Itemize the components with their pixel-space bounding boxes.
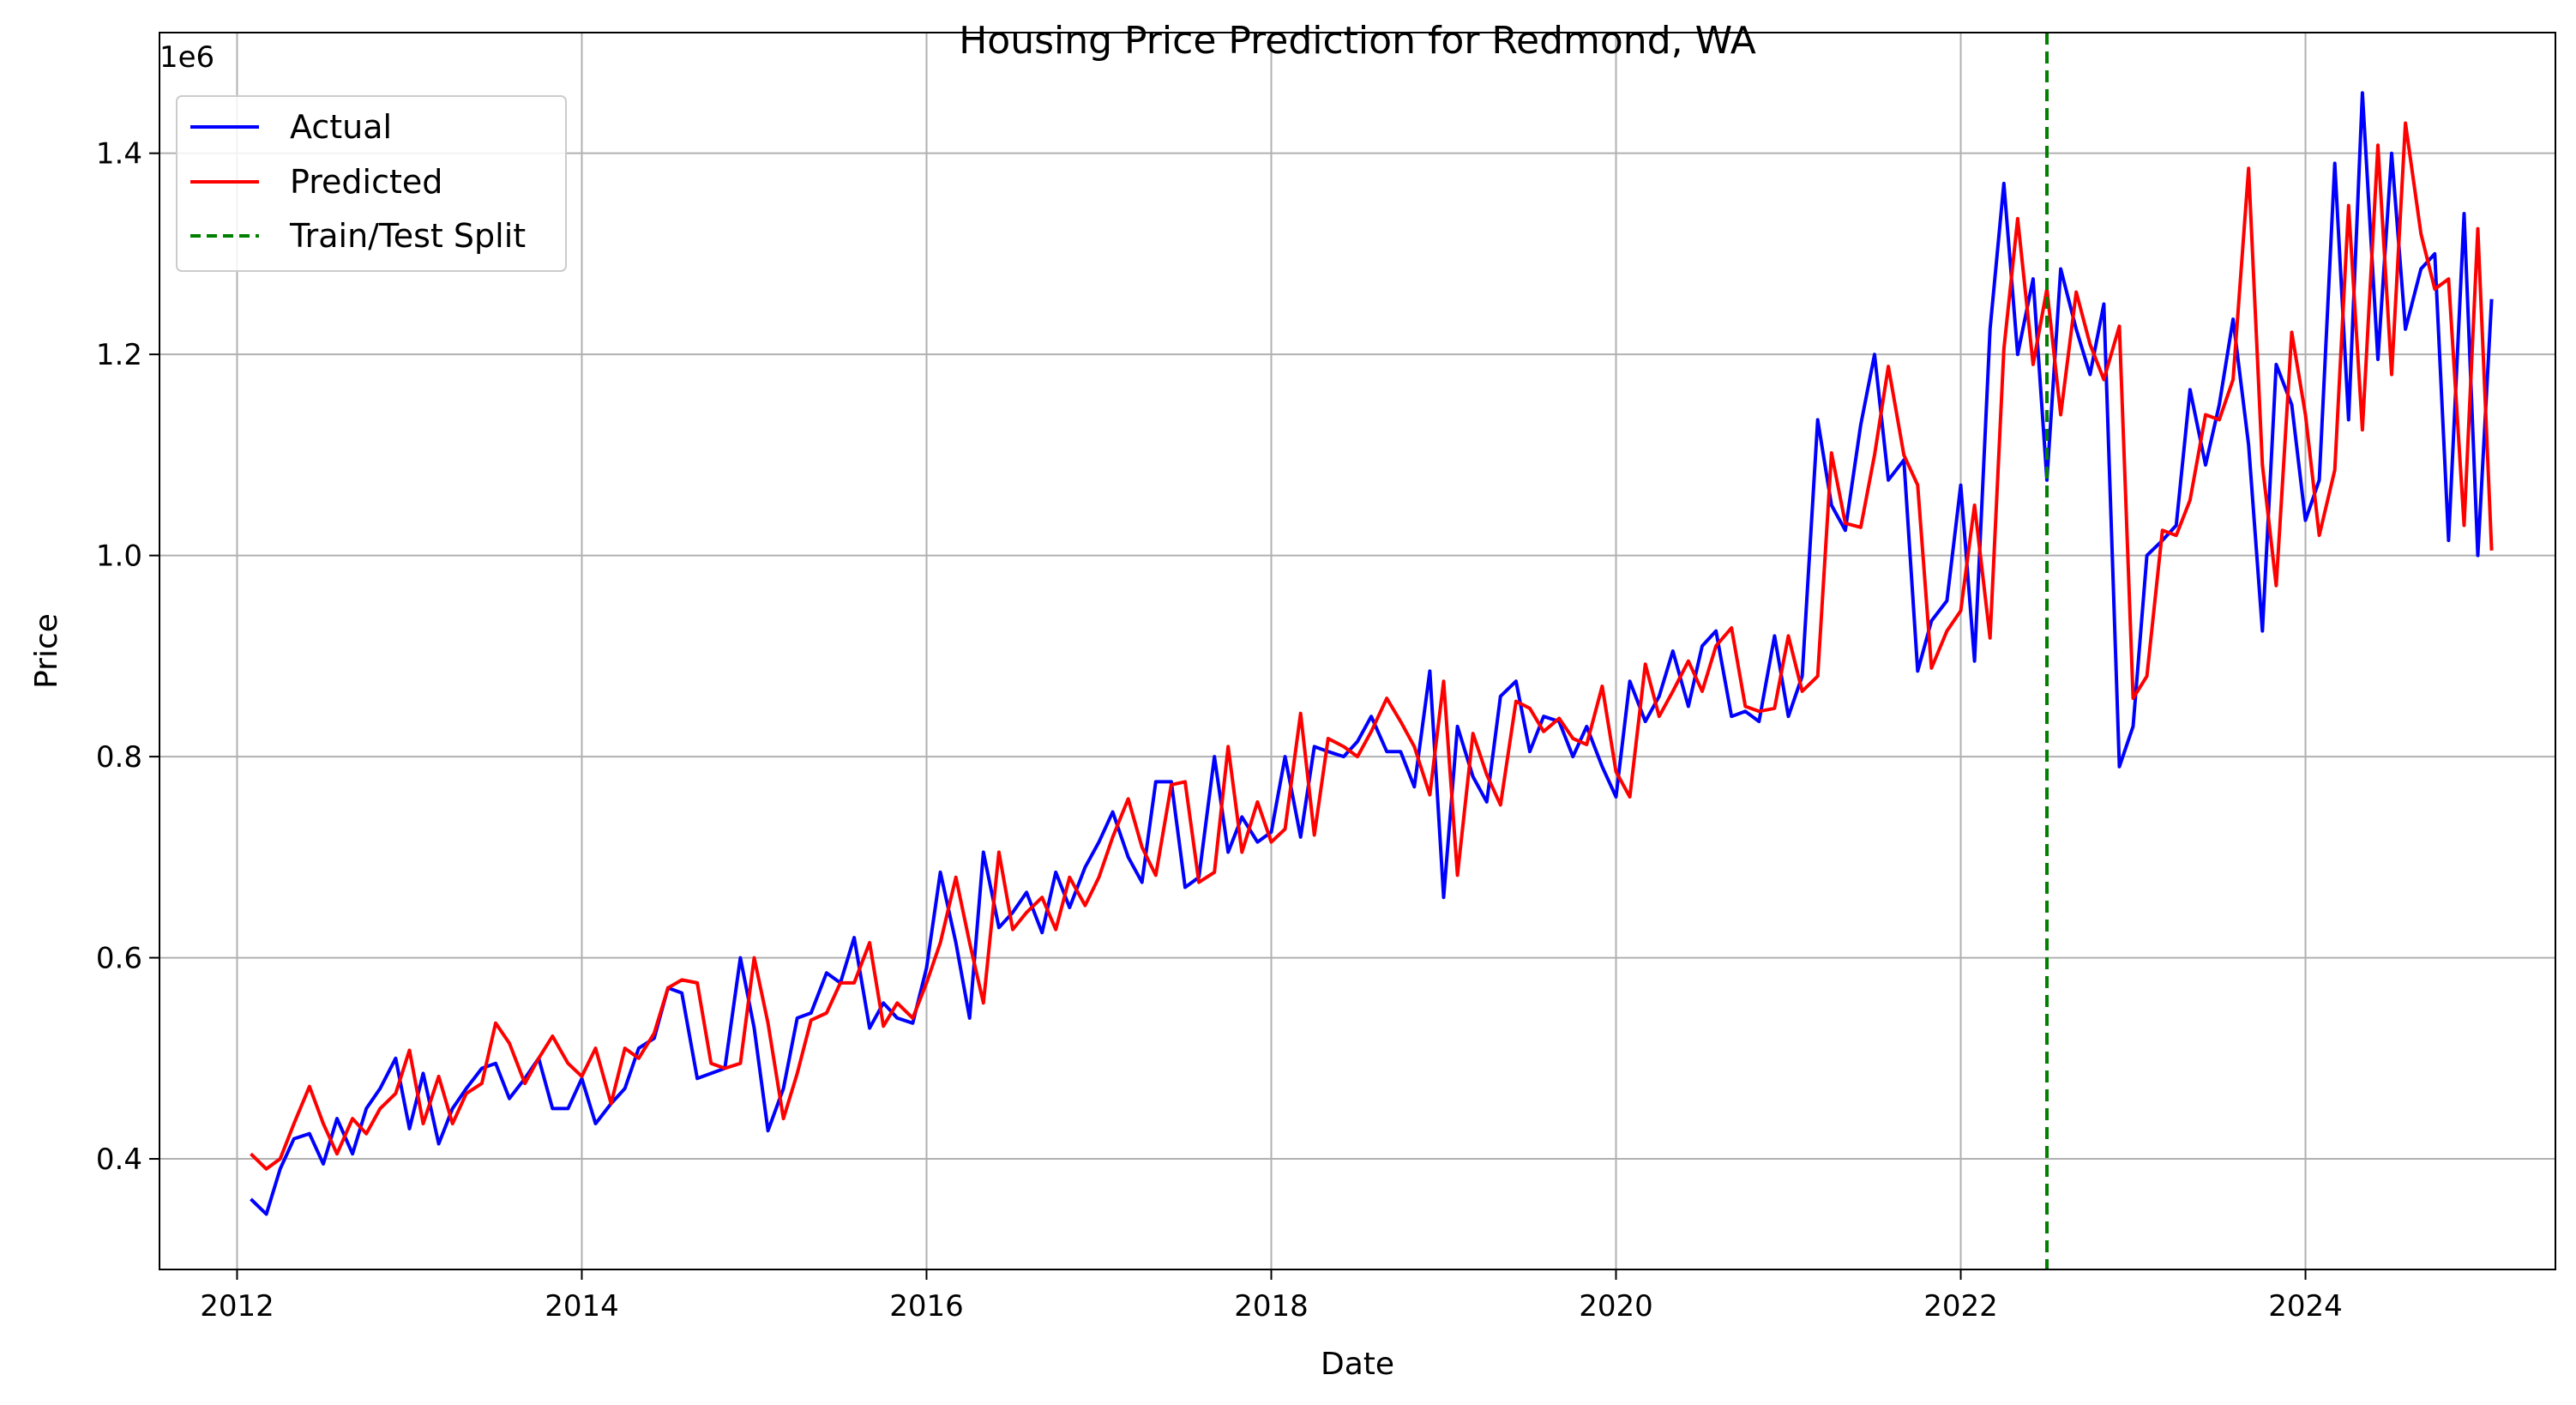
- x-tick-label: 2022: [1923, 1289, 1998, 1324]
- legend-label-predicted: Predicted: [290, 163, 442, 201]
- series-line-actual: [250, 91, 2494, 1216]
- x-tick-label: 2014: [545, 1289, 619, 1324]
- x-tick-label: 2012: [200, 1289, 274, 1324]
- x-tick-label: 2016: [889, 1289, 964, 1324]
- series-layer: [250, 33, 2494, 1269]
- x-tick-label: 2020: [1579, 1289, 1653, 1324]
- series-line-predicted: [250, 121, 2494, 1171]
- x-tick-label: 2024: [2268, 1289, 2343, 1324]
- x-axis-label: Date: [1321, 1347, 1394, 1382]
- y-tick-label: 1.4: [96, 137, 142, 172]
- y-axis-label: Price: [29, 613, 64, 689]
- legend-label-split: Train/Test Split: [289, 217, 526, 255]
- y-scale-label: 1e6: [159, 40, 214, 75]
- legend-label-actual: Actual: [290, 108, 392, 146]
- legend: Actual Predicted Train/Test Split: [176, 95, 567, 272]
- y-tick-label: 0.8: [96, 740, 142, 775]
- plot-frame: [159, 32, 2556, 1270]
- legend-box: [176, 95, 567, 272]
- chart-title: Housing Price Prediction for Redmond, WA: [959, 19, 1756, 63]
- y-tick-label: 1.0: [96, 540, 142, 574]
- y-tick-label: 0.4: [96, 1143, 142, 1177]
- ticks: 2012 2014 2016 2018 2020 2022 2024 0.4 0.6 0.8 1.0…: [96, 137, 2343, 1324]
- x-tick-label: 2018: [1234, 1289, 1309, 1324]
- y-tick-label: 0.6: [96, 942, 142, 976]
- y-tick-label: 1.2: [96, 338, 142, 372]
